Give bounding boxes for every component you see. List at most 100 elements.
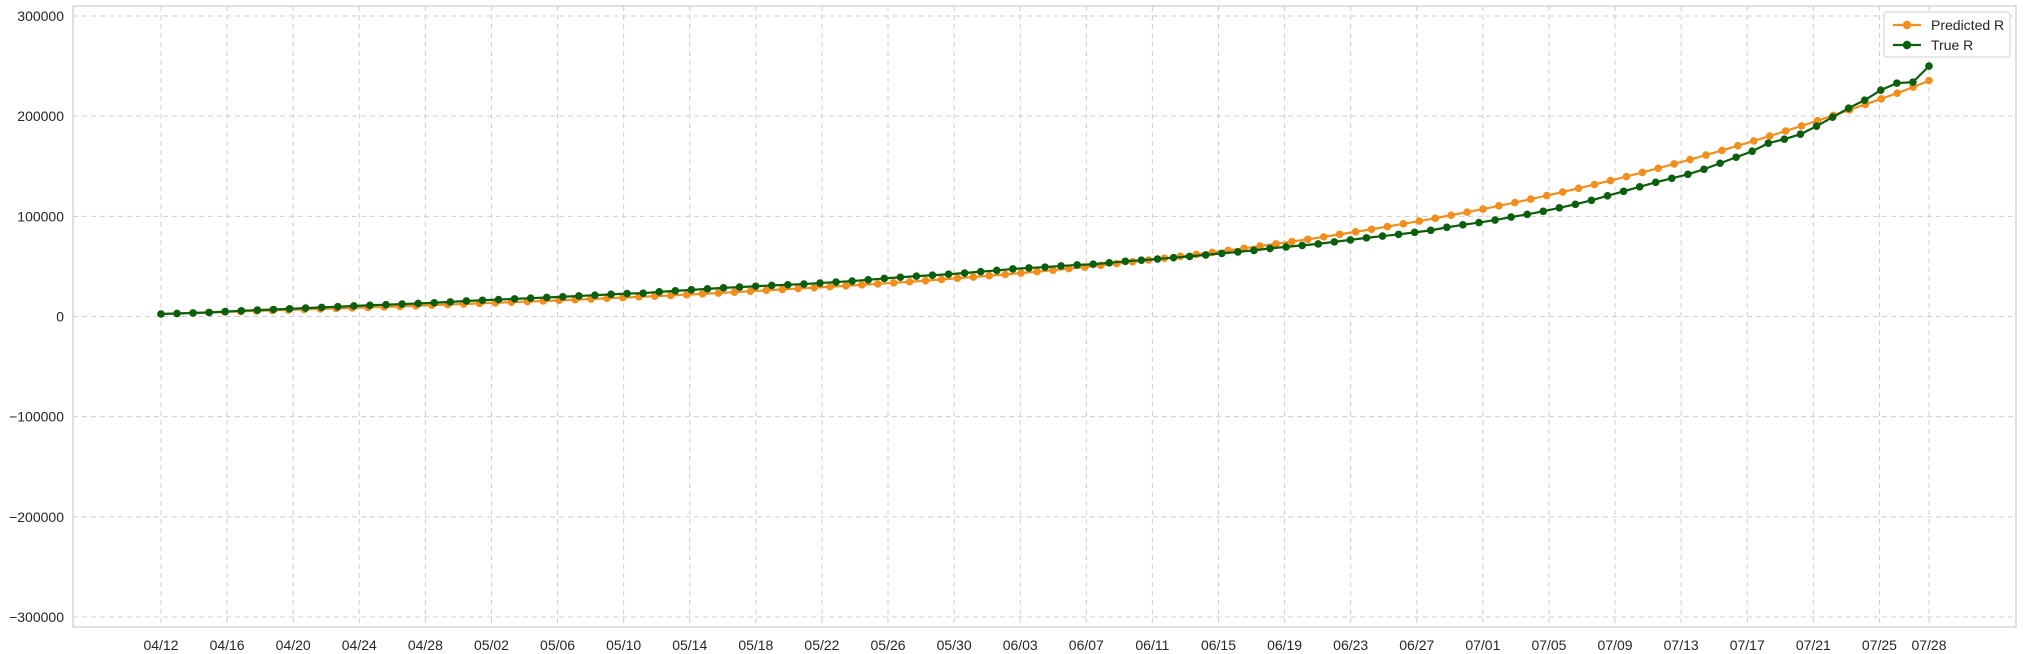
- data-point-true-r: [269, 305, 278, 314]
- x-tick-label: 06/07: [1069, 637, 1104, 653]
- data-point-predicted-r: [1431, 214, 1440, 222]
- data-point-true-r: [1362, 234, 1371, 242]
- series-layer: [157, 62, 1933, 318]
- x-tick-label: 05/26: [871, 637, 906, 653]
- data-point-predicted-r: [1304, 235, 1312, 244]
- data-point-true-r: [1041, 263, 1049, 271]
- data-point-true-r: [575, 292, 583, 300]
- data-point-predicted-r: [1558, 188, 1567, 196]
- plot-frame: [72, 5, 2017, 628]
- data-point-true-r: [1169, 253, 1178, 262]
- y-tick-label: 200000: [17, 108, 64, 124]
- data-point-true-r: [1539, 207, 1548, 216]
- data-point-true-r: [462, 297, 471, 305]
- data-point-true-r: [1684, 170, 1692, 179]
- data-point-predicted-r: [666, 291, 675, 300]
- data-point-true-r: [1057, 262, 1065, 270]
- data-point-true-r: [253, 306, 262, 314]
- data-point-true-r: [880, 274, 889, 283]
- data-point-true-r: [767, 281, 776, 290]
- data-point-true-r: [382, 300, 390, 309]
- data-point-true-r: [1764, 139, 1773, 148]
- data-point-true-r: [189, 309, 197, 317]
- data-point-predicted-r: [1049, 266, 1057, 274]
- legend-predicted-marker: [1902, 20, 1912, 30]
- data-point-predicted-r: [1590, 180, 1599, 189]
- data-point-predicted-r: [969, 273, 978, 281]
- x-tick-label: 07/17: [1730, 637, 1765, 653]
- data-point-true-r: [1668, 174, 1676, 183]
- data-point-predicted-r: [794, 284, 802, 293]
- data-point-predicted-r: [778, 285, 786, 294]
- data-point-true-r: [1507, 213, 1515, 221]
- data-point-true-r: [1009, 265, 1017, 273]
- data-point-predicted-r: [1033, 267, 1041, 276]
- plot-background: [73, 6, 2016, 627]
- x-tick-label: 06/03: [1003, 637, 1038, 653]
- data-point-predicted-r: [1065, 264, 1073, 273]
- data-point-true-r: [1346, 236, 1355, 244]
- data-point-true-r: [896, 273, 905, 282]
- x-tick-label: 07/01: [1465, 637, 1500, 653]
- x-tick-label: 06/23: [1333, 637, 1368, 653]
- data-point-true-r: [559, 292, 567, 301]
- data-point-true-r: [1025, 264, 1033, 272]
- data-point-true-r: [1234, 248, 1242, 256]
- data-point-true-r: [1201, 251, 1210, 259]
- data-point-true-r: [510, 295, 519, 303]
- data-point-true-r: [719, 284, 728, 292]
- data-point-true-r: [800, 280, 808, 288]
- data-point-true-r: [1137, 256, 1146, 265]
- x-tick-label: 05/14: [672, 637, 707, 653]
- data-point-true-r: [1603, 192, 1612, 200]
- data-point-true-r: [1635, 182, 1644, 191]
- x-tick-label: 05/30: [937, 637, 972, 653]
- data-point-true-r: [784, 280, 792, 289]
- x-tick-label: 06/27: [1399, 637, 1434, 653]
- data-point-predicted-r: [1686, 155, 1694, 164]
- data-point-true-r: [398, 300, 406, 308]
- data-point-predicted-r: [1351, 228, 1360, 236]
- data-point-true-r: [1844, 104, 1853, 112]
- data-point-true-r: [334, 302, 342, 311]
- data-point-true-r: [366, 301, 374, 310]
- data-point-true-r: [157, 310, 165, 318]
- data-point-predicted-r: [842, 282, 850, 290]
- data-point-predicted-r: [873, 280, 882, 288]
- data-point-true-r: [848, 277, 856, 285]
- data-point-true-r: [1571, 200, 1580, 209]
- data-point-true-r: [1700, 165, 1708, 174]
- data-point-predicted-r: [1256, 242, 1264, 250]
- x-tick-label: 05/06: [540, 637, 575, 653]
- data-point-predicted-r: [730, 288, 739, 296]
- data-point-true-r: [1893, 79, 1901, 87]
- data-point-true-r: [494, 295, 503, 304]
- data-point-true-r: [1716, 159, 1724, 168]
- data-point-predicted-r: [1765, 132, 1774, 140]
- data-point-true-r: [1828, 113, 1837, 121]
- data-point-predicted-r: [1749, 137, 1758, 145]
- data-point-predicted-r: [1367, 225, 1376, 234]
- data-point-true-r: [1185, 252, 1194, 261]
- data-point-true-r: [221, 307, 230, 316]
- x-tick-label: 06/15: [1201, 637, 1236, 653]
- data-point-predicted-r: [1319, 233, 1328, 241]
- x-tick-label: 07/21: [1796, 637, 1831, 653]
- data-point-true-r: [1266, 244, 1274, 253]
- x-tick-label: 07/05: [1531, 637, 1566, 653]
- legend-true-marker: [1902, 40, 1912, 50]
- data-point-true-r: [1860, 96, 1869, 104]
- data-point-true-r: [1780, 135, 1789, 144]
- y-tick-label: −100000: [9, 409, 64, 425]
- data-point-true-r: [751, 282, 760, 291]
- legend-predicted-label: Predicted R: [1931, 17, 2004, 33]
- data-point-true-r: [1619, 187, 1628, 196]
- data-point-true-r: [1523, 210, 1531, 219]
- data-point-true-r: [1475, 218, 1483, 227]
- x-tick-label: 05/10: [606, 637, 641, 653]
- x-tick-label: 06/11: [1135, 637, 1169, 653]
- data-point-predicted-r: [1638, 168, 1647, 177]
- data-point-true-r: [1491, 216, 1499, 224]
- data-point-predicted-r: [1272, 240, 1280, 248]
- data-point-predicted-r: [1511, 198, 1519, 207]
